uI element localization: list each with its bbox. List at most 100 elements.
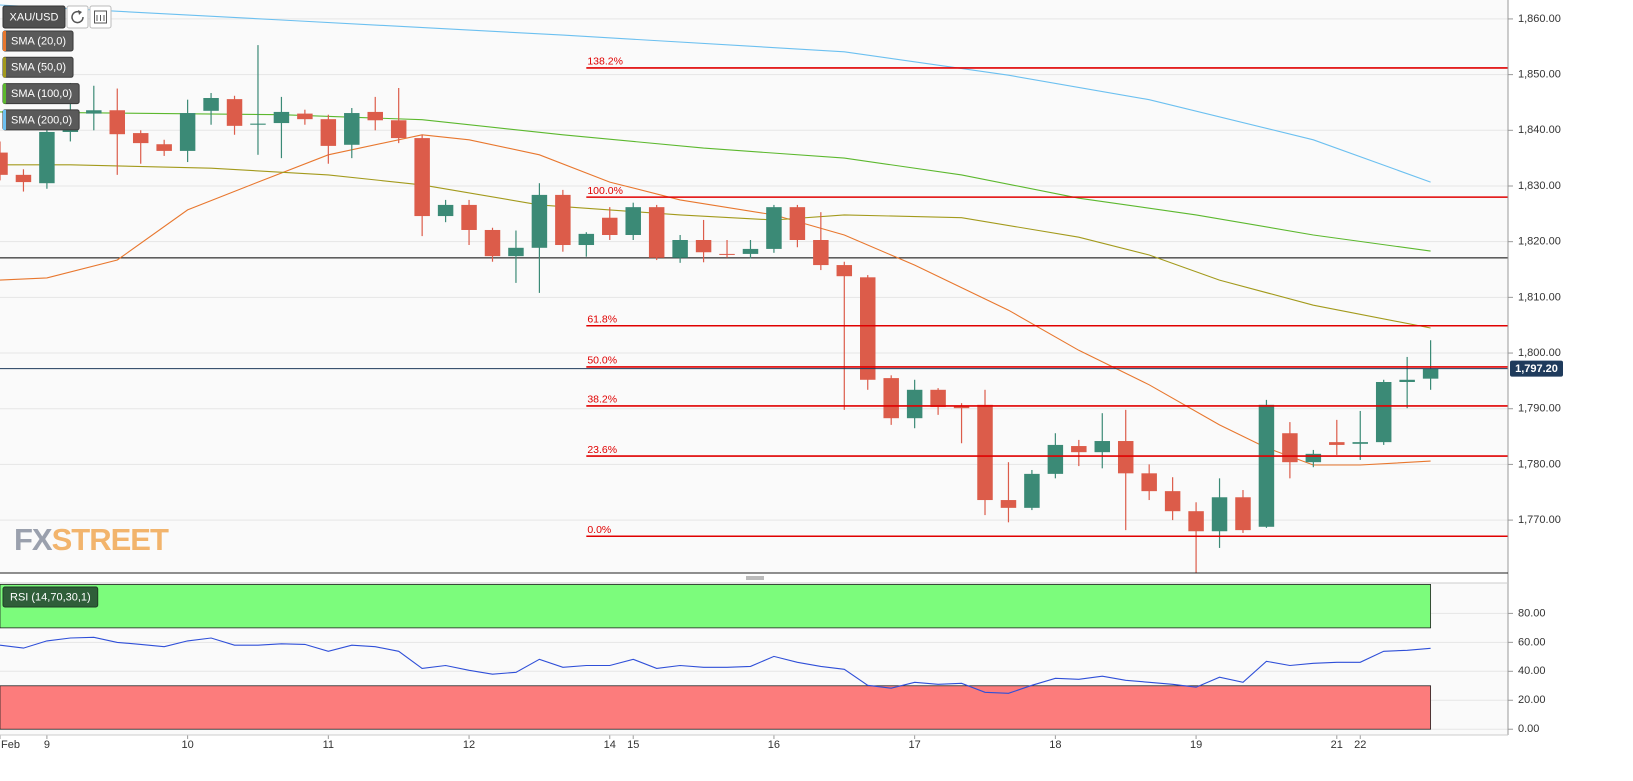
x-tick-label: 19 — [1190, 739, 1202, 751]
y-tick-label: 1,800.00 — [1518, 347, 1561, 359]
y-tick-label: 1,860.00 — [1518, 13, 1561, 25]
candle-body — [1024, 473, 1040, 508]
candle-body — [1422, 368, 1439, 379]
fib-label: 50.0% — [587, 355, 617, 367]
legend-label: SMA (20,0) — [11, 35, 66, 47]
y-tick-label: 80.00 — [1518, 607, 1546, 619]
candle-body — [578, 233, 595, 246]
x-tick-label: 22 — [1354, 739, 1366, 751]
candle-body — [1375, 382, 1392, 443]
candle-body — [953, 405, 970, 409]
candle-body — [1258, 404, 1275, 527]
legend-box[interactable] — [2, 586, 99, 608]
x-tick-label: 10 — [181, 739, 193, 751]
candle-body — [508, 247, 524, 257]
y-tick-label: 1,820.00 — [1518, 236, 1561, 248]
candle-body — [132, 133, 149, 144]
y-tick-label: 20.00 — [1518, 694, 1546, 706]
resize-handle[interactable] — [746, 576, 764, 580]
legend-swatch — [3, 109, 6, 130]
x-tick-label: 18 — [1049, 739, 1061, 751]
sma-line — [0, 4, 1431, 183]
y-tick-label: 1,770.00 — [1518, 514, 1561, 526]
x-tick-label: 15 — [627, 739, 639, 751]
candle-body — [390, 120, 407, 139]
legend-label: SMA (100,0) — [11, 88, 72, 100]
candle-body — [1329, 442, 1345, 445]
y-tick-label: 60.00 — [1518, 636, 1546, 648]
candle-body — [1141, 473, 1157, 492]
x-tick-label: 14 — [604, 739, 616, 751]
x-tick-label: 17 — [909, 739, 921, 751]
candle-body — [414, 138, 430, 217]
candle-body — [906, 389, 923, 419]
sma-line — [0, 134, 1431, 466]
rsi-plot — [0, 584, 1508, 730]
candle-body — [273, 111, 290, 124]
candle-body — [883, 378, 899, 419]
candle-body — [1211, 497, 1228, 532]
candle-body — [930, 389, 946, 408]
fib-label: 23.6% — [587, 444, 617, 456]
x-tick-label: 16 — [768, 739, 780, 751]
calendar-button[interactable] — [89, 5, 112, 29]
candle-body — [602, 217, 618, 235]
candle-body — [437, 204, 454, 217]
candle-body — [1352, 442, 1368, 444]
refresh-icon — [71, 10, 84, 24]
legend-label: RSI (14,70,30,1) — [10, 591, 91, 603]
candle-body — [484, 229, 501, 257]
candle-body — [461, 204, 477, 230]
x-tick-label: 9 — [44, 739, 50, 751]
x-tick-label: 21 — [1331, 739, 1343, 751]
legend-swatch — [3, 83, 6, 104]
y-tick-label: 1,830.00 — [1518, 180, 1561, 192]
candle-body — [1000, 500, 1017, 508]
candle-body — [1047, 444, 1064, 474]
calendar-icon — [94, 10, 107, 24]
candle-body — [719, 253, 735, 255]
candle-body — [648, 207, 665, 258]
symbol: XAU/USD — [10, 11, 59, 23]
candle-body — [813, 240, 829, 266]
fib-label: 61.8% — [587, 314, 617, 326]
y-tick-label: 1,810.00 — [1518, 291, 1561, 303]
candle-body — [320, 119, 337, 146]
candle-body — [1282, 433, 1298, 463]
candle-body — [531, 194, 548, 248]
candle-body — [344, 113, 360, 145]
candle-body — [1117, 441, 1134, 474]
y-tick-label: 1,780.00 — [1518, 458, 1561, 470]
legend-swatch — [3, 31, 6, 51]
candle-body — [1235, 497, 1251, 531]
x-tick-label: 11 — [323, 739, 334, 751]
y-tick-label: 1,840.00 — [1518, 124, 1561, 136]
candle-body — [766, 207, 782, 249]
candle-body — [179, 113, 196, 151]
y-tick-label: 0.00 — [1518, 723, 1539, 735]
candle-body — [1399, 379, 1415, 382]
candle-body — [555, 194, 571, 246]
candle-body — [625, 207, 641, 235]
candle-body — [672, 240, 688, 258]
candle-body — [1071, 446, 1087, 453]
legend-label: SMA (200,0) — [11, 114, 72, 126]
rsi-band — [0, 685, 1432, 730]
legend-swatch — [3, 57, 6, 78]
main-plot: 138.2% 100.0% 61.8% 50.0% 38.2% 23.6% 0.0% — [0, 4, 1508, 573]
logo-fx: FX — [14, 522, 53, 557]
candle-body — [1164, 491, 1181, 512]
candle-body — [977, 404, 993, 501]
refresh-arrow — [78, 10, 82, 15]
legend-label: SMA (50,0) — [11, 62, 66, 74]
candle-body — [1094, 441, 1111, 453]
x-tick-label: 12 — [463, 739, 475, 751]
logo-street: STREET — [52, 522, 169, 557]
rsi-band — [0, 584, 1432, 629]
fib-label: 138.2% — [587, 56, 623, 68]
candle-body — [789, 207, 806, 241]
symbol-box[interactable] — [2, 5, 66, 29]
refresh-button[interactable] — [66, 5, 89, 29]
